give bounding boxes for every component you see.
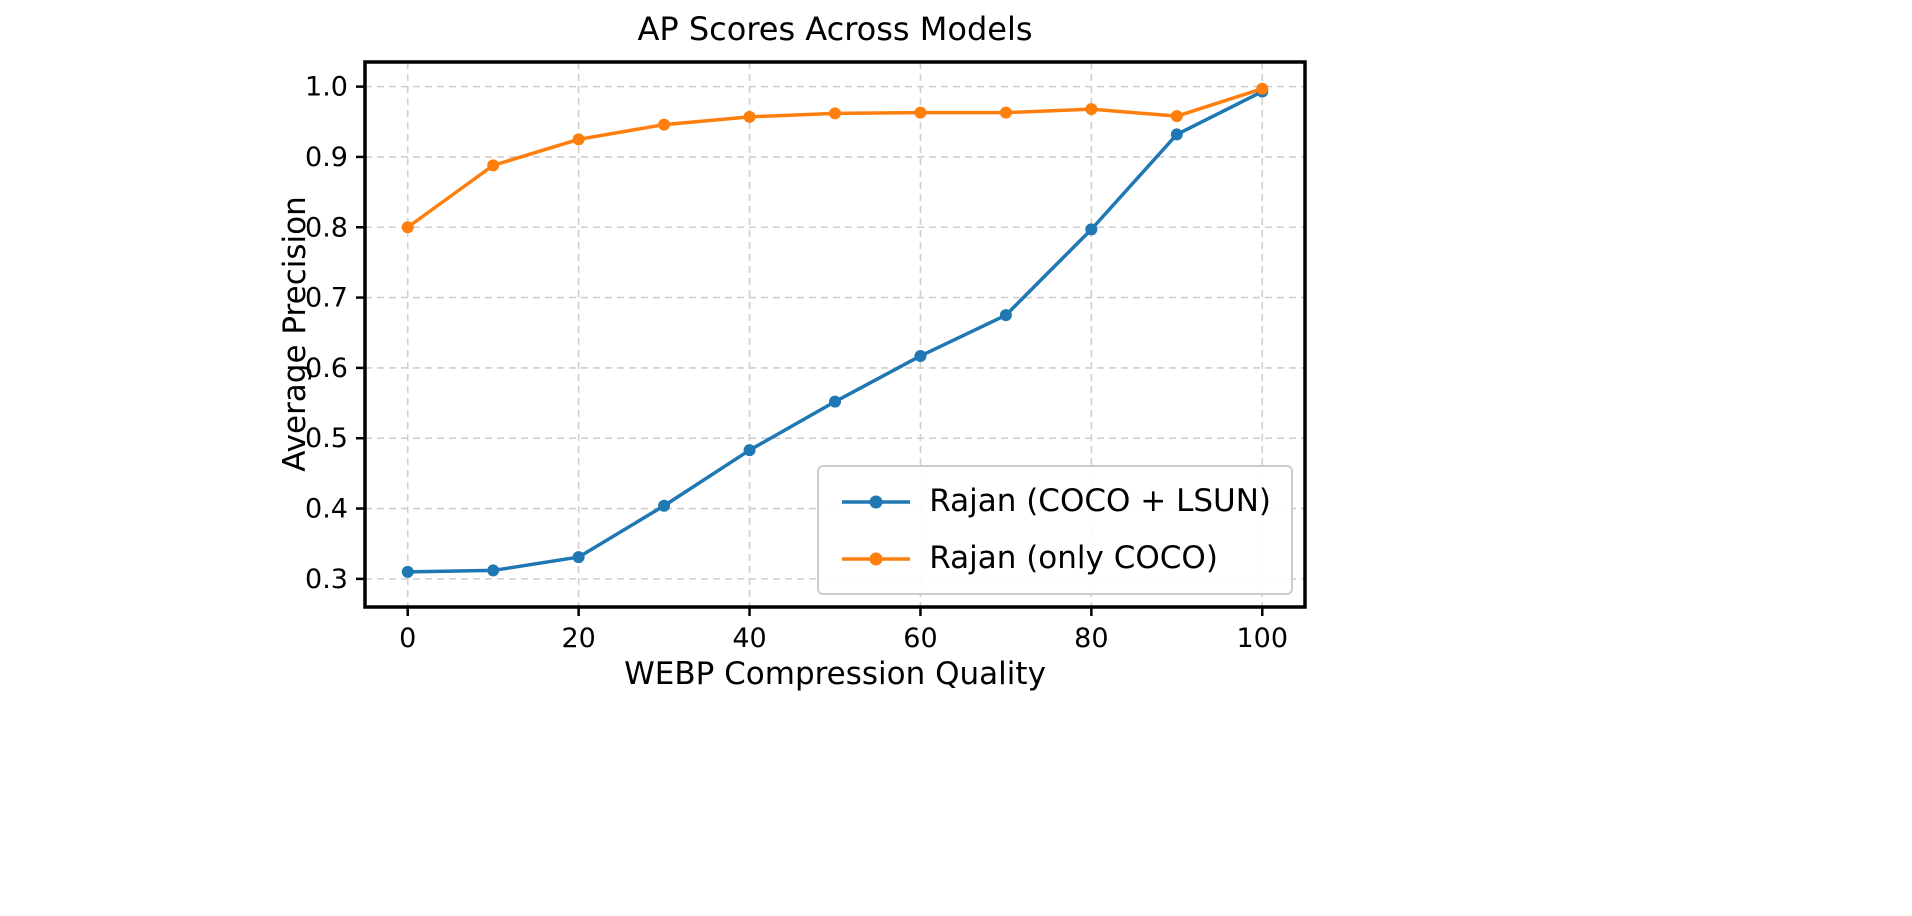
data-point [829,395,841,408]
data-point [658,118,671,131]
data-point [999,106,1012,119]
data-point [572,133,585,146]
x-tick-label: 100 [1236,623,1288,654]
x-tick-label: 80 [1074,623,1108,654]
y-tick-label: 0.3 [305,564,348,595]
data-point [401,565,414,578]
legend-label: Rajan (COCO + LSUN) [929,483,1271,520]
legend-line-sample [842,552,911,566]
legend: Rajan (COCO + LSUN) Rajan (only COCO) [817,465,1293,595]
data-point [487,159,500,172]
x-tick-label: 0 [399,623,416,654]
legend-sample-marker-icon [869,552,883,566]
data-point [401,221,414,234]
x-tick-label: 60 [903,623,937,654]
plot-border [363,60,1307,609]
y-tick-label: 0.6 [305,353,348,384]
legend-item: Rajan (only COCO) [839,536,1271,581]
data-point [914,349,927,362]
y-tick-label: 0.8 [305,212,348,243]
data-point [1170,110,1183,123]
y-tick-label: 1.0 [305,72,348,103]
data-point [1256,82,1269,95]
legend-label: Rajan (only COCO) [929,540,1218,577]
data-point [743,444,756,457]
data-point [572,551,585,564]
x-tick-label: 40 [732,623,766,654]
x-axis-label: WEBP Compression Quality [624,656,1046,692]
data-point [1085,103,1098,116]
y-tick-label: 0.7 [305,283,348,314]
legend-line-sample [842,495,911,509]
y-tick-label: 0.5 [305,423,348,454]
data-point [1085,223,1098,236]
data-point [1170,128,1183,141]
data-point [999,309,1012,322]
data-point [658,499,671,512]
data-point [743,110,756,123]
y-tick-label: 0.4 [305,494,348,525]
data-point [829,107,841,120]
legend-sample-marker-icon [869,495,883,509]
data-point [487,564,500,577]
chart-title: AP Scores Across Models [637,10,1033,48]
y-tick-label: 0.9 [305,142,348,173]
data-point [914,106,927,119]
legend-item: Rajan (COCO + LSUN) [839,479,1271,524]
x-tick-label: 20 [561,623,595,654]
